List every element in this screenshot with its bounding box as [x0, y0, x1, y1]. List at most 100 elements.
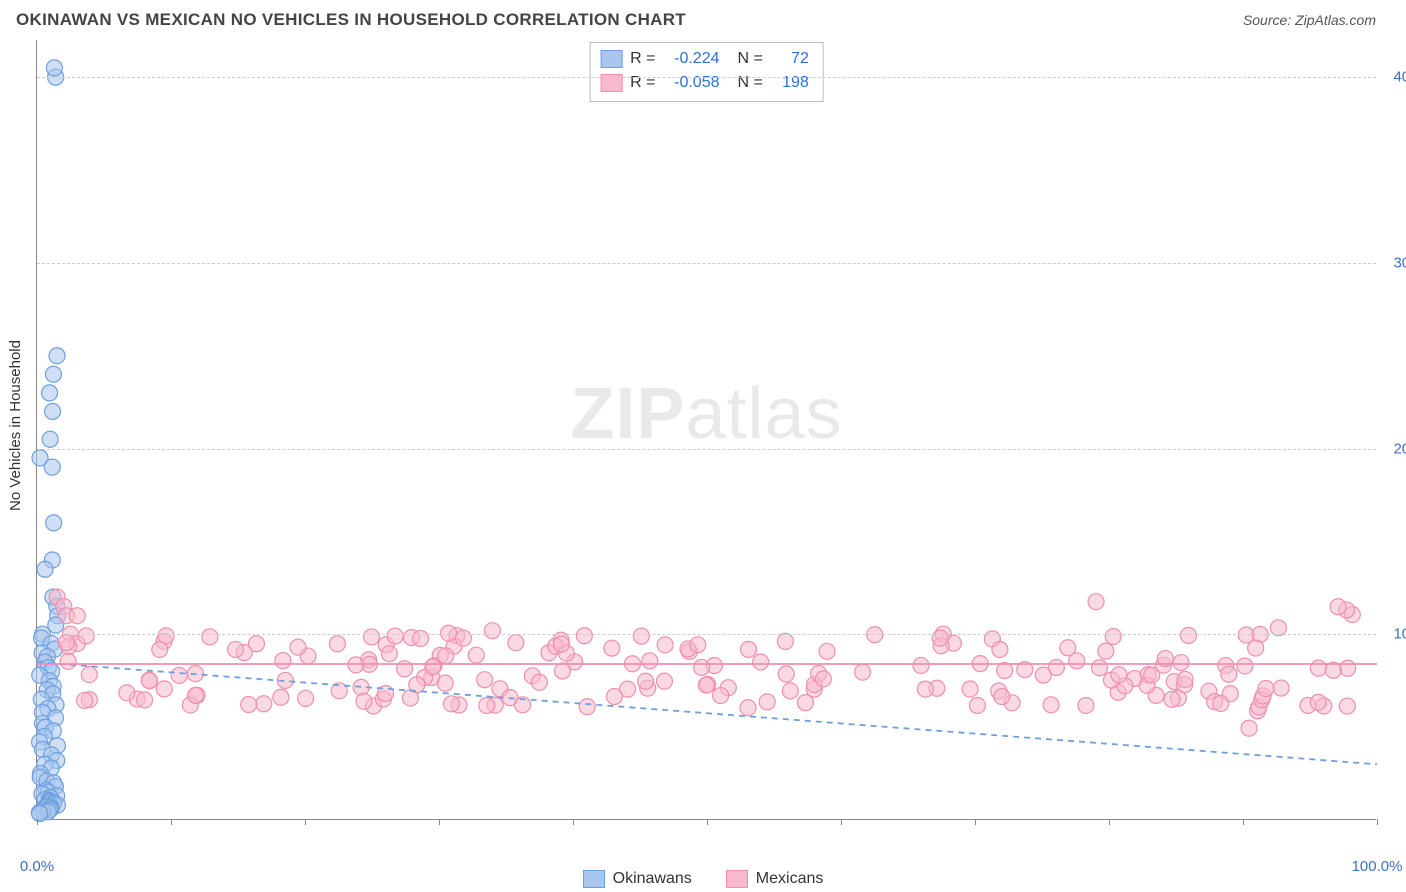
scatter-point: [58, 635, 74, 651]
scatter-point: [913, 657, 929, 673]
scatter-point: [455, 630, 471, 646]
legend-label: Mexicans: [756, 870, 824, 888]
scatter-point: [1069, 653, 1085, 669]
scatter-point: [819, 643, 835, 659]
scatter-point: [363, 629, 379, 645]
scatter-point: [1180, 628, 1196, 644]
scatter-point: [969, 698, 985, 714]
scatter-point: [425, 659, 441, 675]
scatter-point: [690, 637, 706, 653]
scatter-point: [1258, 681, 1274, 697]
stat-N-label: N =: [738, 47, 763, 71]
scatter-point: [46, 60, 62, 76]
scatter-point: [797, 695, 813, 711]
scatter-point: [202, 629, 218, 645]
scatter-point: [1105, 629, 1121, 645]
scatter-point: [740, 700, 756, 716]
scatter-point: [782, 683, 798, 699]
scatter-point: [187, 687, 203, 703]
scatter-point: [477, 672, 493, 688]
y-tick-label: 10.0%: [1393, 626, 1406, 643]
scatter-point: [329, 636, 345, 652]
scatter-point: [1339, 698, 1355, 714]
scatter-point: [1221, 666, 1237, 682]
scatter-point: [713, 688, 729, 704]
stat-R-value: -0.058: [664, 71, 720, 95]
scatter-point: [855, 664, 871, 680]
scatter-point: [815, 671, 831, 687]
legend-swatch: [583, 870, 605, 888]
legend-item: Okinawans: [583, 870, 692, 888]
scatter-point: [438, 648, 454, 664]
scatter-point: [69, 608, 85, 624]
scatter-point: [962, 681, 978, 697]
scatter-point: [1092, 660, 1108, 676]
scatter-point: [642, 653, 658, 669]
scatter-point: [60, 653, 76, 669]
scatter-point: [992, 641, 1008, 657]
scatter-point: [606, 689, 622, 705]
scatter-point: [1098, 643, 1114, 659]
scatter-point: [698, 677, 714, 693]
scatter-point: [45, 403, 61, 419]
scatter-point: [1310, 660, 1326, 676]
scatter-point: [1213, 695, 1229, 711]
scatter-point: [579, 699, 595, 715]
scatter-point: [759, 694, 775, 710]
stat-R-label: R =: [630, 47, 655, 71]
scatter-point: [468, 647, 484, 663]
scatter-point: [290, 639, 306, 655]
scatter-point: [137, 692, 153, 708]
scatter-point: [77, 692, 93, 708]
stats-row: R =-0.058N =198: [600, 71, 809, 95]
scatter-point: [441, 625, 457, 641]
source-label: Source: ZipAtlas.com: [1243, 12, 1376, 28]
scatter-point: [777, 633, 793, 649]
scatter-point: [778, 666, 794, 682]
scatter-point: [81, 667, 97, 683]
scatter-point: [443, 696, 459, 712]
scatter-point: [553, 636, 569, 652]
scatter-point: [1310, 694, 1326, 710]
scatter-point: [1111, 667, 1127, 683]
scatter-point: [42, 385, 58, 401]
y-tick-label: 20.0%: [1393, 440, 1406, 457]
scatter-point: [413, 630, 429, 646]
scatter-point: [156, 681, 172, 697]
source-name: ZipAtlas.com: [1295, 12, 1376, 28]
scatter-point: [633, 628, 649, 644]
scatter-point: [37, 561, 53, 577]
scatter-point: [46, 515, 62, 531]
scatter-point: [1273, 680, 1289, 696]
y-tick-label: 30.0%: [1393, 254, 1406, 271]
scatter-point: [638, 673, 654, 689]
scatter-point: [49, 348, 65, 364]
scatter-point: [531, 674, 547, 690]
scatter-point: [479, 697, 495, 713]
scatter-point: [576, 628, 592, 644]
scatter-point: [657, 637, 673, 653]
scatter-point: [227, 641, 243, 657]
scatter-point: [381, 646, 397, 662]
scatter-point: [694, 659, 710, 675]
stat-N-value: 72: [771, 47, 809, 71]
scatter-point: [932, 630, 948, 646]
stats-row: R = -0.224 N = 72: [600, 47, 809, 71]
scatter-point: [1088, 594, 1104, 610]
stat-R-label: R =: [630, 71, 655, 95]
scatter-point: [119, 685, 135, 701]
scatter-point: [997, 663, 1013, 679]
scatter-point: [917, 681, 933, 697]
legend-label: Okinawans: [613, 870, 692, 888]
scatter-plot: ZIPatlas R =-0.224N =72R =-0.058N =198 1…: [36, 40, 1376, 820]
stats-legend-box: R =-0.224N =72R =-0.058N =198: [589, 42, 824, 102]
scatter-point: [171, 667, 187, 683]
stat-N-label: N =: [738, 71, 763, 95]
scatter-point: [298, 690, 314, 706]
scatter-point: [44, 459, 60, 475]
scatter-point: [1237, 658, 1253, 674]
y-tick-label: 40.0%: [1393, 69, 1406, 86]
y-axis-label: No Vehicles in Household: [0, 30, 30, 820]
scatter-point: [273, 689, 289, 705]
stat-R-value: -0.224: [664, 47, 720, 71]
